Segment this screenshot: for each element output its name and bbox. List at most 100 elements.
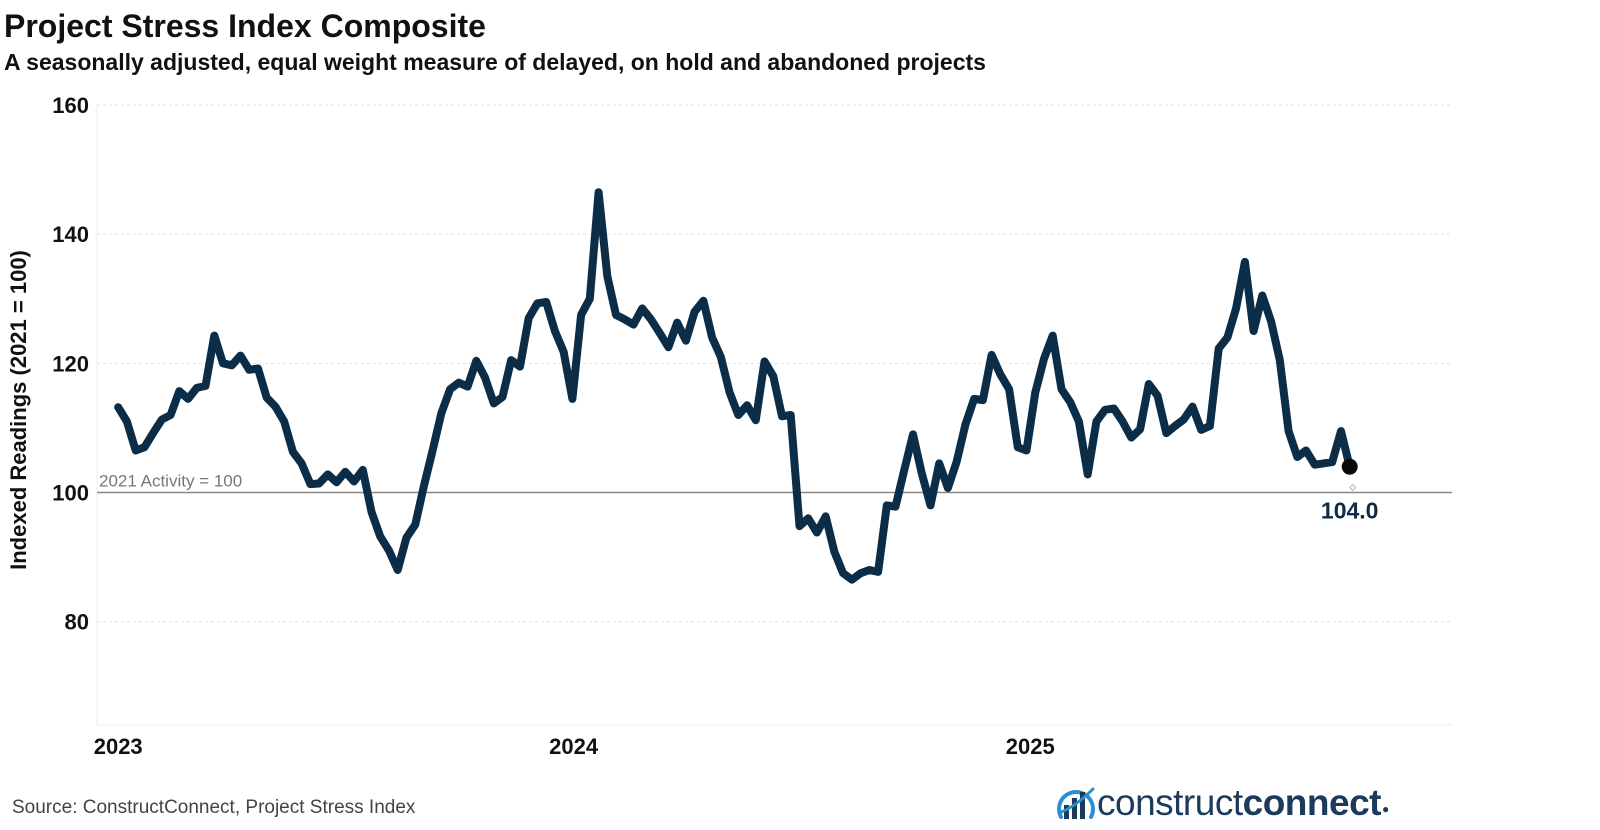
data-point — [569, 396, 575, 402]
data-point — [412, 522, 418, 528]
data-point — [884, 502, 890, 508]
chart-title: Project Stress Index Composite — [4, 8, 486, 44]
data-point — [692, 309, 698, 315]
data-point — [753, 417, 759, 423]
data-point — [369, 509, 375, 515]
data-point — [744, 402, 750, 408]
data-point — [945, 485, 951, 491]
data-point — [534, 300, 540, 306]
y-tick-labels: 80 100 120 140 160 — [52, 93, 89, 635]
data-point — [1076, 419, 1082, 425]
data-point — [875, 569, 881, 575]
data-point — [281, 419, 287, 425]
data-point — [403, 535, 409, 541]
data-point — [1085, 471, 1091, 477]
data-point — [901, 467, 907, 473]
data-point — [1312, 462, 1318, 468]
data-point — [1181, 417, 1187, 423]
data-point — [648, 316, 654, 322]
data-point — [639, 305, 645, 311]
data-point — [1155, 393, 1161, 399]
data-point — [141, 444, 147, 450]
x-tick-label: 2023 — [94, 734, 143, 759]
data-point — [482, 375, 488, 381]
logo-wordmark-light: construct — [1097, 782, 1243, 823]
data-point — [456, 380, 462, 386]
data-point — [823, 513, 829, 519]
data-point — [272, 404, 278, 410]
data-point — [1172, 423, 1178, 429]
data-point — [604, 273, 610, 279]
data-point — [1146, 381, 1152, 387]
data-point — [1120, 419, 1126, 425]
data-point — [1024, 448, 1030, 454]
data-point — [491, 400, 497, 406]
series-line — [114, 188, 1354, 584]
reference-line-label: 2021 Activity = 100 — [99, 472, 242, 491]
data-point — [840, 570, 846, 576]
data-point — [1006, 386, 1012, 392]
data-point — [290, 449, 296, 455]
data-point — [395, 567, 401, 573]
data-point — [543, 299, 549, 305]
data-point — [1198, 427, 1204, 433]
data-point — [360, 467, 366, 473]
data-point — [124, 419, 130, 425]
data-point — [866, 567, 872, 573]
data-point — [255, 366, 261, 372]
data-point — [1190, 404, 1196, 410]
data-point — [1242, 259, 1248, 265]
data-point — [962, 422, 968, 428]
grid-layer — [96, 104, 1452, 726]
data-point — [377, 533, 383, 539]
data-point — [910, 431, 916, 437]
bar-chart-swoosh-logo-icon — [1057, 787, 1095, 819]
data-point — [1128, 435, 1134, 441]
data-point — [508, 357, 514, 363]
data-points — [115, 189, 1353, 583]
data-point — [1233, 305, 1239, 311]
data-point — [334, 479, 340, 485]
data-point — [203, 383, 209, 389]
y-tick-label: 160 — [52, 93, 89, 118]
data-point — [1303, 448, 1309, 454]
data-point — [665, 344, 671, 350]
data-point — [517, 364, 523, 370]
data-point — [194, 385, 200, 391]
logo-wordmark-bold: connect — [1242, 782, 1382, 823]
data-point — [1032, 389, 1038, 395]
data-point — [421, 483, 427, 489]
constructconnect-logo: construct connect ● — [1055, 782, 1389, 824]
data-point — [1067, 399, 1073, 405]
data-point — [325, 471, 331, 477]
data-point — [674, 320, 680, 326]
data-point — [307, 481, 313, 487]
x-tick-label: 2024 — [549, 734, 599, 759]
x-tick-label: 2025 — [1006, 734, 1055, 759]
data-point — [858, 570, 864, 576]
data-point — [561, 349, 567, 355]
data-point — [133, 448, 139, 454]
y-axis-title: Indexed Readings (2021 = 100) — [6, 250, 31, 570]
source-note: Source: ConstructConnect, Project Stress… — [12, 797, 416, 818]
data-point — [1329, 459, 1335, 465]
data-point — [430, 448, 436, 454]
data-point — [1259, 293, 1265, 299]
data-point — [727, 389, 733, 395]
data-point — [1111, 406, 1117, 412]
data-point — [473, 358, 479, 364]
data-point — [229, 362, 235, 368]
data-point — [1216, 346, 1222, 352]
data-point — [552, 328, 558, 334]
data-point — [1224, 335, 1230, 341]
data-point — [831, 549, 837, 555]
end-point-marker — [1341, 458, 1358, 475]
data-point — [788, 412, 794, 418]
data-point — [1321, 460, 1327, 466]
data-point — [438, 410, 444, 416]
y-tick-label: 80 — [65, 610, 89, 635]
data-point — [500, 394, 506, 400]
data-point — [814, 530, 820, 536]
data-point — [980, 397, 986, 403]
y-tick-label: 140 — [52, 222, 89, 247]
